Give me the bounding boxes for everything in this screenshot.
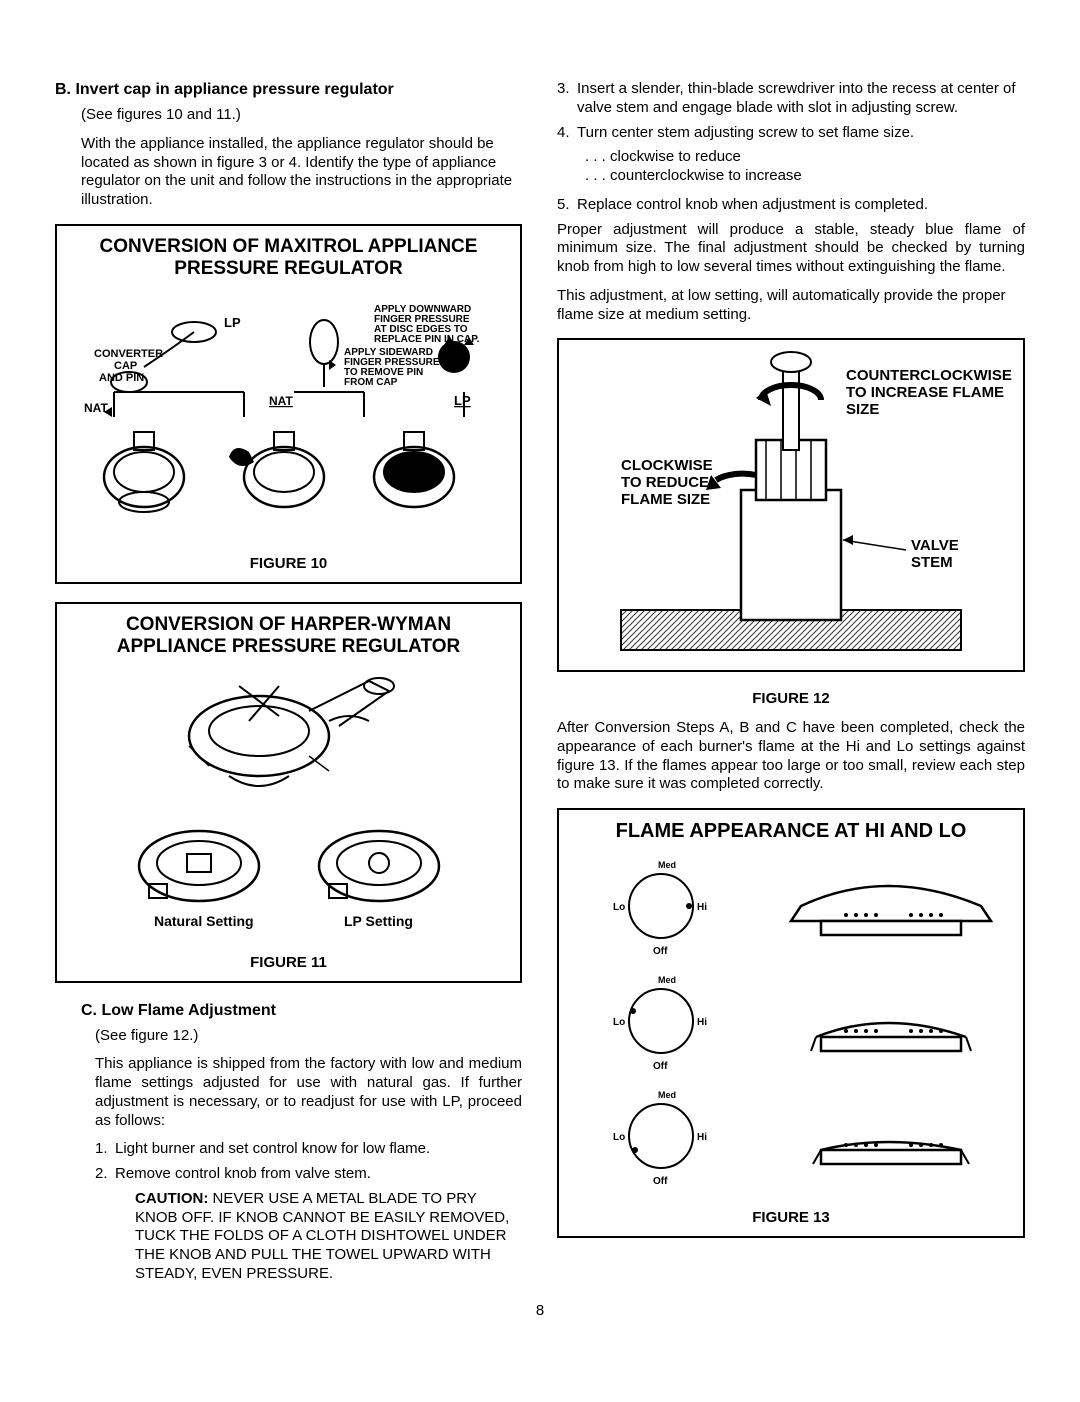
figure-12-caption: FIGURE 12	[557, 690, 1025, 709]
fig10-nat-left: NAT	[84, 401, 108, 415]
svg-text:Med: Med	[658, 860, 676, 870]
step-4b: . . . counterclockwise to increase	[585, 167, 1025, 186]
figure-10-title: CONVERSION OF MAXITROL APPLIANCE PRESSUR…	[69, 236, 508, 280]
figure-10-caption: FIGURE 10	[69, 555, 508, 574]
svg-text:Lo: Lo	[613, 1132, 625, 1143]
fig11-natural-label: Natural Setting	[154, 913, 254, 929]
svg-text:AND PIN: AND PIN	[99, 372, 144, 384]
step-4a: . . . clockwise to reduce	[585, 148, 1025, 167]
figure-11-title: CONVERSION OF HARPER-WYMAN APPLIANCE PRE…	[69, 614, 508, 658]
figure-12-svg: COUNTERCLOCKWISE TO INCREASE FLAME SIZE …	[561, 340, 1021, 670]
svg-text:Lo: Lo	[613, 902, 625, 913]
fig10-lp-top: LP	[224, 315, 241, 330]
svg-text:Hi: Hi	[697, 902, 707, 913]
svg-text:Med: Med	[658, 975, 676, 985]
svg-text:Off: Off	[653, 1176, 668, 1187]
section-b-seefig: (See figures 10 and 11.)	[81, 106, 522, 125]
figure-12-box: COUNTERCLOCKWISE TO INCREASE FLAME SIZE …	[557, 338, 1025, 672]
after-conversion-para: After Conversion Steps A, B and C have b…	[557, 719, 1025, 794]
svg-text:Off: Off	[653, 1061, 668, 1072]
step-5: 5. Replace control knob when adjustment …	[557, 196, 1025, 215]
fig12-valve-label: VALVE STEM	[911, 537, 963, 571]
fig10-nat-mid: NAT	[269, 394, 293, 408]
caution-block: CAUTION: NEVER USE A METAL BLADE TO PRY …	[135, 1190, 522, 1284]
fig12-cw-label: CLOCKWISE TO REDUCE FLAME SIZE	[621, 457, 717, 508]
fig10-apply-down: APPLY DOWNWARD FINGER PRESSURE AT DISC E…	[374, 304, 480, 345]
figure-10-box: CONVERSION OF MAXITROL APPLIANCE PRESSUR…	[55, 224, 522, 584]
svg-text:Hi: Hi	[697, 1017, 707, 1028]
fig10-lp-right: LP	[454, 393, 471, 408]
section-b-heading: B. Invert cap in appliance pressure regu…	[55, 80, 522, 100]
figure-13-caption: FIGURE 13	[571, 1209, 1011, 1228]
caution-label: CAUTION:	[135, 1190, 208, 1207]
step-3: 3. Insert a slender, thin-blade screwdri…	[557, 80, 1025, 118]
section-c-seefig: (See figure 12.)	[95, 1027, 522, 1046]
svg-text:Lo: Lo	[613, 1017, 625, 1028]
proper-adjustment-para: Proper adjustment will produce a stable,…	[557, 221, 1025, 277]
fig11-lp-label: LP Setting	[344, 913, 413, 929]
page-number: 8	[55, 1302, 1025, 1321]
figure-11-box: CONVERSION OF HARPER-WYMAN APPLIANCE PRE…	[55, 602, 522, 982]
figure-11-svg: Natural Setting LP Setting	[79, 666, 499, 946]
figure-13-box: FLAME APPEARANCE AT HI AND LO Med Lo Hi …	[557, 808, 1025, 1238]
section-c-heading: C. Low Flame Adjustment	[81, 1001, 522, 1021]
figure-13-title: FLAME APPEARANCE AT HI AND LO	[571, 820, 1011, 843]
fig10-converter-label: CONVERTER	[94, 348, 163, 360]
fig12-ccw-label: COUNTERCLOCKWISE TO INCREASE FLAME SIZE	[846, 367, 1016, 418]
step-4: 4. Turn center stem adjusting screw to s…	[557, 124, 1025, 143]
figure-13-svg: Med Lo Hi Off Med Lo Hi	[571, 851, 1011, 1201]
figure-10-svg: LP CONVERTER CAP AND PIN NAT NAT	[74, 287, 504, 547]
svg-text:Med: Med	[658, 1090, 676, 1100]
section-c-paragraph: This appliance is shipped from the facto…	[95, 1055, 522, 1130]
figure-11-caption: FIGURE 11	[69, 954, 508, 973]
auto-adjustment-para: This adjustment, at low setting, will au…	[557, 287, 1025, 325]
svg-text:Off: Off	[653, 946, 668, 957]
step-1: 1. Light burner and set control know for…	[95, 1140, 522, 1159]
svg-text:CAP: CAP	[114, 360, 137, 372]
section-b-paragraph: With the appliance installed, the applia…	[81, 135, 522, 210]
svg-text:Hi: Hi	[697, 1132, 707, 1143]
step-2: 2. Remove control knob from valve stem.	[95, 1165, 522, 1184]
fig10-apply-side: APPLY SIDEWARD FINGER PRESSURE TO REMOVE…	[344, 347, 442, 388]
